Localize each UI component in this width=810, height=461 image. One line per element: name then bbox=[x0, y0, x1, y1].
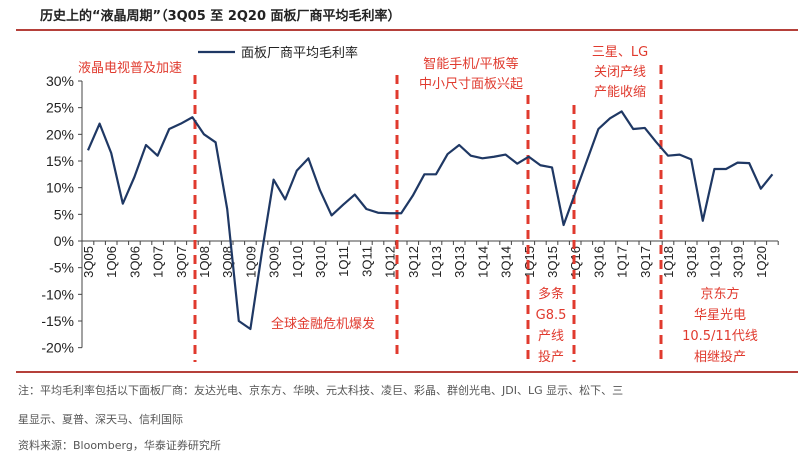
annotation-text: 产线 bbox=[538, 329, 564, 344]
y-tick-label: 0% bbox=[54, 233, 74, 249]
y-tick-label: 25% bbox=[46, 100, 74, 116]
y-tick-label: 10% bbox=[46, 180, 74, 196]
x-tick-label: 1Q06 bbox=[104, 246, 119, 278]
x-tick-label: 3Q19 bbox=[731, 246, 746, 278]
x-tick-label: 1Q20 bbox=[754, 246, 769, 278]
x-tick-label: 3Q15 bbox=[545, 246, 560, 278]
x-tick-label: 3Q09 bbox=[267, 246, 282, 278]
y-tick-label: 15% bbox=[46, 153, 74, 169]
x-tick-label: 1Q17 bbox=[615, 246, 630, 278]
y-tick-label: -15% bbox=[41, 313, 74, 329]
x-tick-label: 3Q05 bbox=[81, 246, 96, 278]
annotation-text: 智能手机/平板等 bbox=[423, 56, 518, 72]
x-tick-label: 1Q10 bbox=[290, 246, 305, 278]
y-tick-label: -5% bbox=[49, 260, 74, 276]
annotation-text: 液晶电视普及加速 bbox=[78, 61, 182, 76]
note-line-1: 注：平均毛利率包括以下面板厂商：友达光电、京东方、华映、元太科技、凌巨、彩晶、群… bbox=[18, 384, 624, 397]
x-tick-label: 3Q06 bbox=[127, 246, 142, 278]
chart-title: 历史上的“液晶周期”（3Q05 至 2Q20 面板厂商平均毛利率） bbox=[40, 9, 401, 24]
annotation-text: 10.5/11代线 bbox=[682, 329, 758, 344]
annotation-text: 多条 bbox=[538, 286, 564, 302]
x-tick-label: 3Q13 bbox=[452, 246, 467, 278]
x-tick-label: 3Q12 bbox=[406, 246, 421, 278]
y-tick-label: -10% bbox=[41, 286, 74, 302]
note-line-2: 星显示、夏普、深天马、信利国际 bbox=[18, 413, 183, 426]
x-tick-label: 3Q14 bbox=[499, 246, 514, 278]
annotation-text: 中小尺寸面板兴起 bbox=[419, 77, 523, 92]
x-tick-label: 1Q13 bbox=[429, 246, 444, 278]
y-tick-label: 30% bbox=[46, 73, 74, 89]
source-note: 资料来源：Bloomberg，华泰证券研究所 bbox=[18, 439, 221, 452]
footer-divider bbox=[16, 371, 798, 373]
annotation-text: G8.5 bbox=[536, 308, 567, 323]
x-tick-label: 3Q18 bbox=[684, 246, 699, 278]
x-tick-label: 3Q07 bbox=[174, 246, 189, 278]
y-tick-label: 5% bbox=[54, 206, 74, 222]
annotation-text: 产能收缩 bbox=[594, 84, 646, 100]
x-tick-label: 3Q10 bbox=[313, 246, 328, 278]
x-tick-label: 1Q11 bbox=[336, 246, 351, 277]
x-tick-label: 1Q16 bbox=[568, 246, 583, 278]
x-tick-label: 3Q16 bbox=[591, 246, 606, 278]
x-tick-label: 3Q17 bbox=[638, 246, 653, 278]
annotation-text: 三星、LG bbox=[592, 45, 648, 60]
x-tick-label: 1Q08 bbox=[197, 246, 212, 278]
series-line-gross-margin bbox=[86, 110, 774, 331]
title-divider bbox=[16, 29, 798, 31]
x-tick-label: 1Q19 bbox=[707, 246, 722, 278]
x-tick-label: 1Q18 bbox=[661, 246, 676, 278]
annotation-text: 京东方 bbox=[700, 286, 739, 302]
annotation-text: 相继投产 bbox=[694, 349, 746, 365]
x-tick-label: 1Q09 bbox=[243, 246, 258, 278]
annotation-text: 投产 bbox=[538, 349, 564, 365]
x-tick-label: 1Q14 bbox=[475, 246, 490, 278]
legend-label: 面板厂商平均毛利率 bbox=[241, 45, 358, 61]
x-tick-label: 1Q07 bbox=[151, 246, 166, 278]
annotation-text: 全球金融危机爆发 bbox=[271, 316, 375, 332]
annotation-text: 关闭产线 bbox=[594, 65, 646, 80]
annotation-text: 华星光电 bbox=[694, 308, 746, 323]
y-tick-label: 20% bbox=[46, 126, 74, 142]
x-tick-label: 1Q12 bbox=[383, 246, 398, 278]
y-tick-label: -20% bbox=[41, 340, 74, 356]
x-tick-label: 3Q11 bbox=[359, 246, 374, 277]
